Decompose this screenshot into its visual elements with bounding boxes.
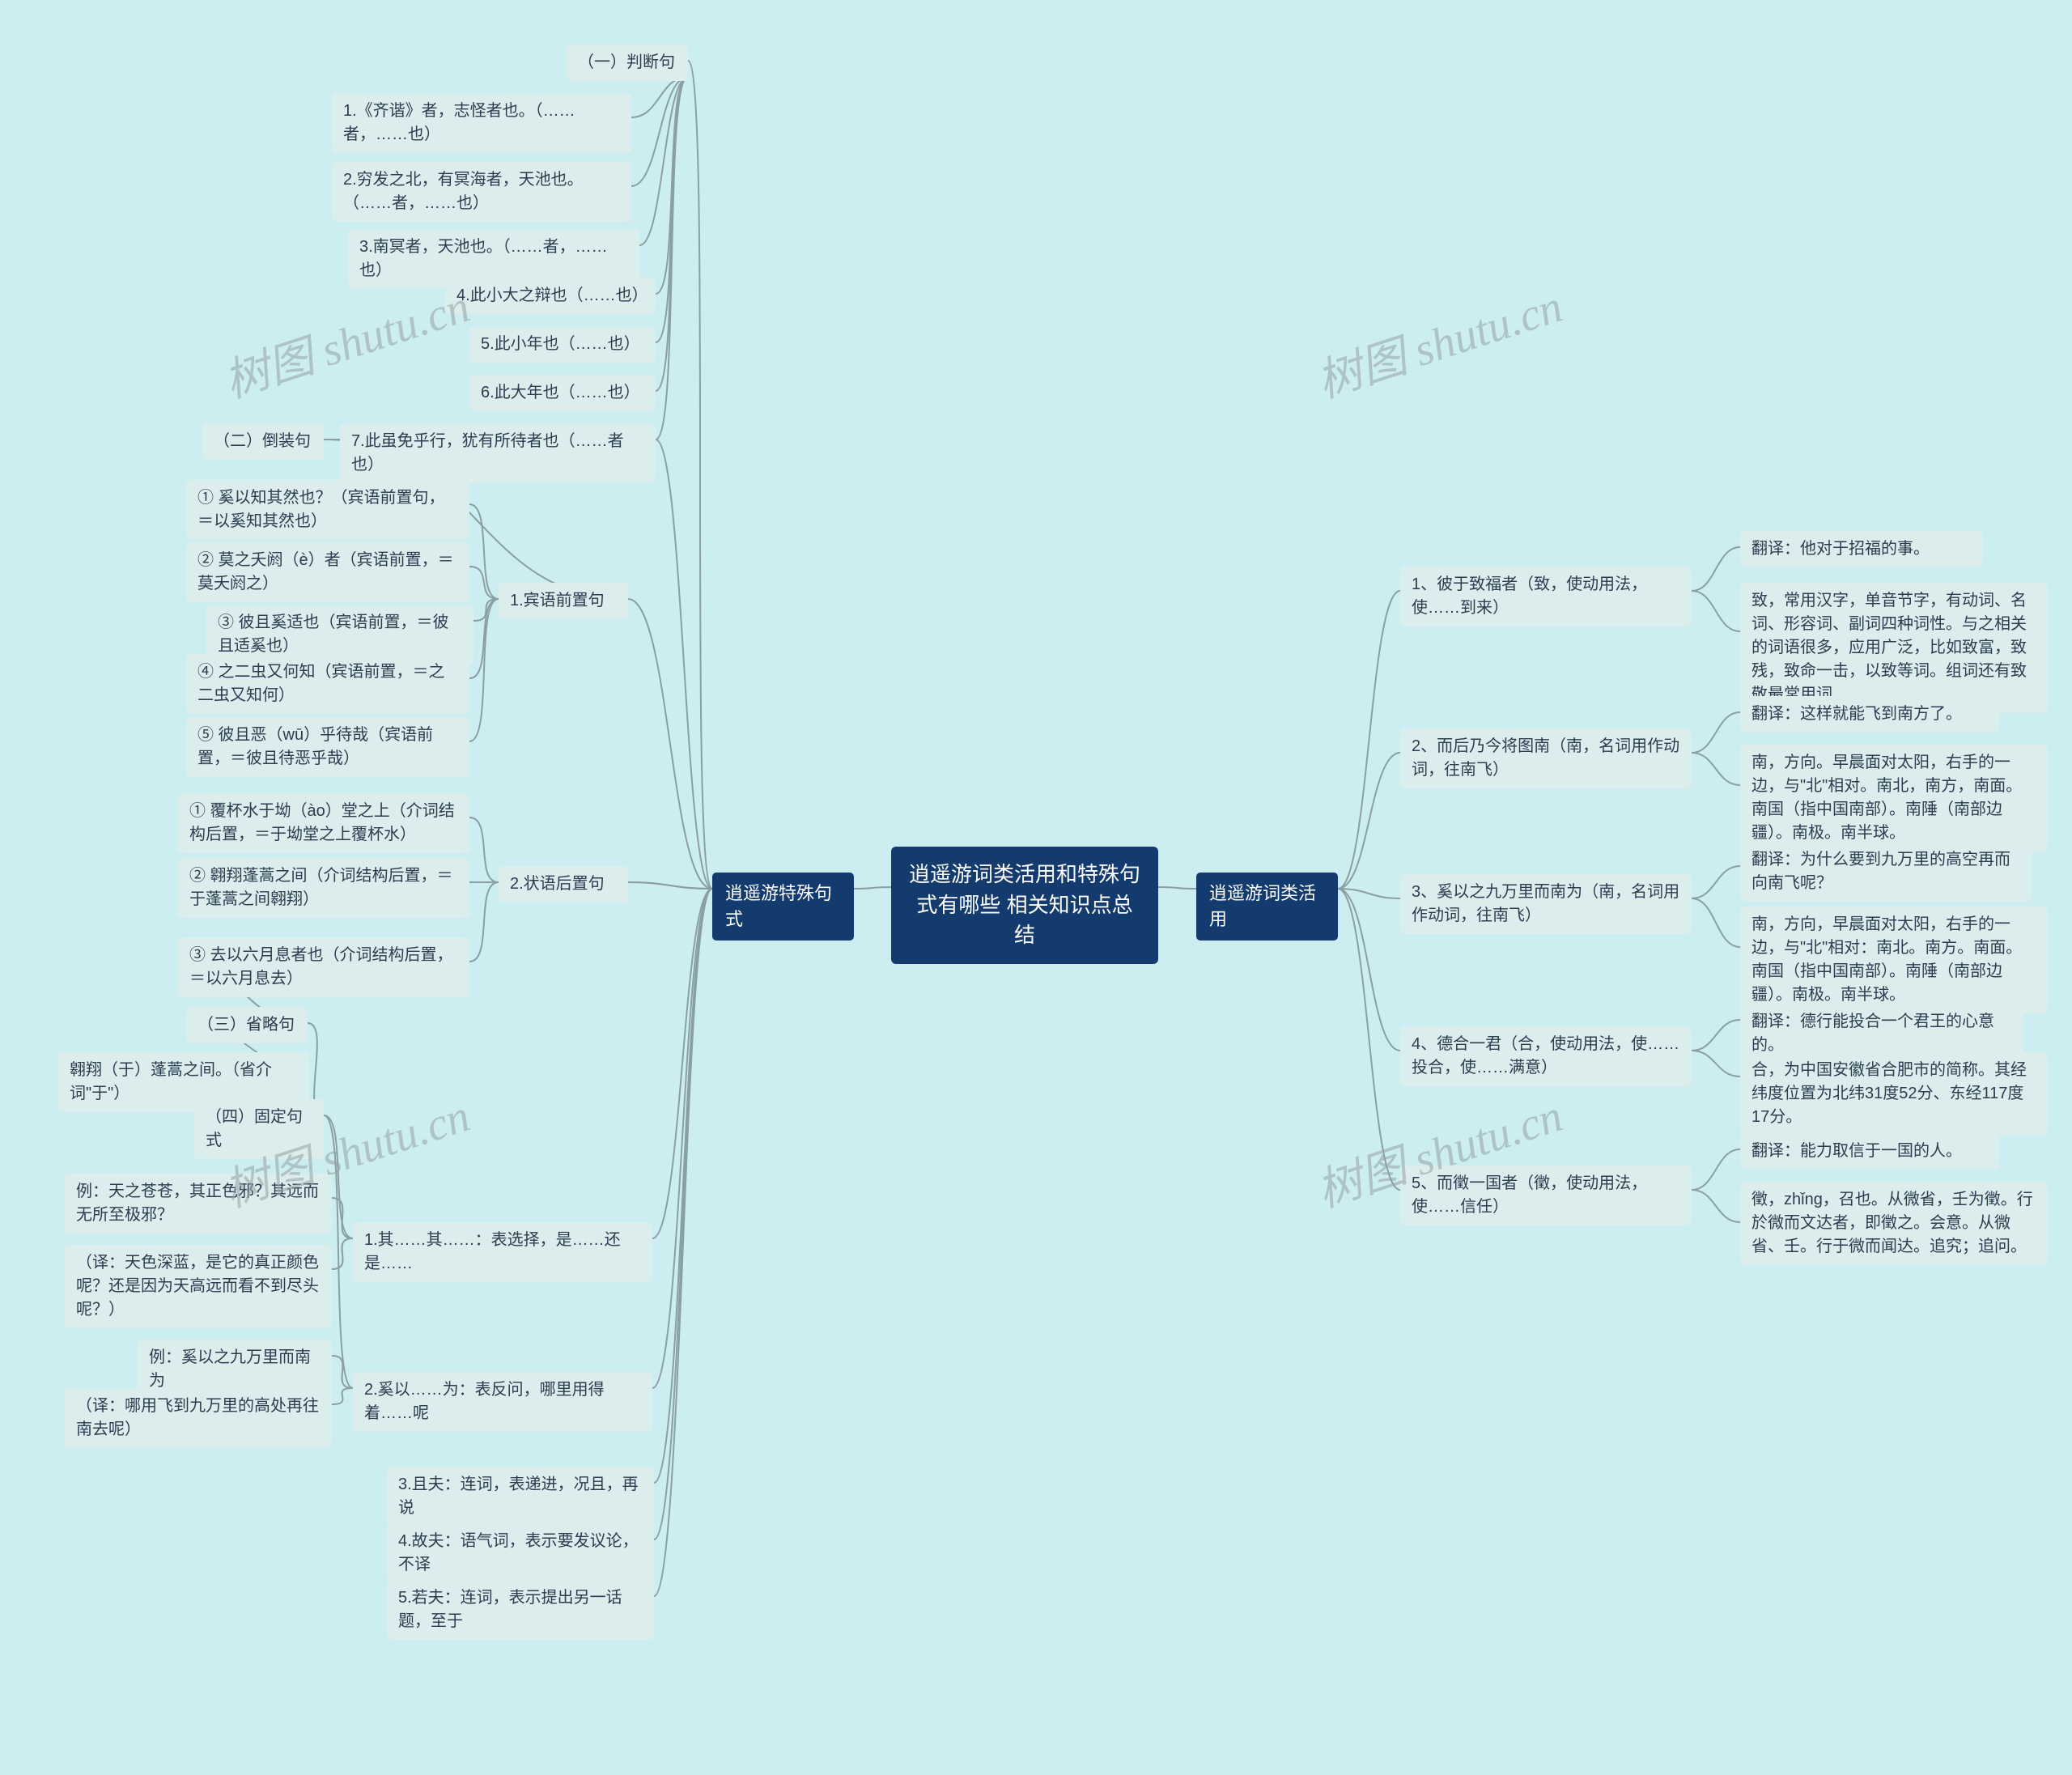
node-r2: 2、而后乃今将图南（南，名词用作动词，往南飞） [1400, 728, 1692, 788]
node-root: 逍遥游词类活用和特殊句式有哪些 相关知识点总结 [891, 847, 1158, 964]
node-s1-5: 5.此小年也（……也） [469, 326, 656, 363]
node-l1-right: 逍遥游词类活用 [1196, 873, 1338, 941]
node-s1: （一）判断句 [567, 45, 688, 81]
node-s4-1a: 例：天之苍苍，其正色邪？其远而无所至极邪？ [65, 1174, 332, 1234]
node-r4: 4、德合一君（合，使动用法，使……投合，使……满意） [1400, 1026, 1692, 1086]
node-l1-left: 逍遥游特殊句式 [712, 873, 854, 941]
node-s1-6: 6.此大年也（……也） [469, 375, 656, 411]
node-r1: 1、彼于致福者（致，使动用法，使……到来） [1400, 567, 1692, 626]
node-s1-1: 1.《齐谐》者，志怪者也。（……者，……也） [332, 93, 631, 153]
watermark-0: 树图 shutu.cn [214, 270, 477, 410]
node-s2-1e: ⑤ 彼且恶（wū）乎待哉（宾语前置，＝彼且待恶乎哉） [186, 717, 469, 777]
node-s4-2b: （译：哪用飞到九万里的高处再往南去呢） [65, 1388, 332, 1448]
node-r3a: 翻译：为什么要到九万里的高空再而向南飞呢？ [1740, 842, 2032, 902]
node-s4-4: 4.故夫：语气词，表示要发议论，不译 [387, 1523, 654, 1583]
node-r5b: 徵，zhǐng，召也。从微省，壬为徵。行於微而文达者，即徵之。会意。从微省、壬。… [1740, 1182, 2048, 1265]
node-s4-3: 3.且夫：连词，表递进，况且，再说 [387, 1467, 654, 1527]
node-r3b: 南，方向，早晨面对太阳，右手的一边，与"北"相对：南北。南方。南面。南国（指中国… [1740, 907, 2048, 1013]
node-s2-2: 2.状语后置句 [499, 866, 628, 902]
node-s2-2b: ② 翱翔蓬蒿之间（介词结构后置，＝于蓬蒿之间翱翔） [178, 858, 469, 918]
node-r1b: 致，常用汉字，单音节字，有动词、名词、形容词、副词四种词性。与之相关的词语很多，… [1740, 583, 2048, 713]
node-s4-5: 5.若夫：连词，表示提出另一话题，至于 [387, 1580, 654, 1640]
node-s1-4: 4.此小大之辩也（……也） [445, 278, 656, 314]
node-s1-2: 2.穷发之北，有冥海者，天池也。（……者，……也） [332, 162, 631, 222]
node-r5a: 翻译：能力取信于一国的人。 [1740, 1133, 1999, 1170]
node-s1-7: 7.此虽免乎行，犹有所待者也（……者也） [340, 423, 656, 483]
node-s2-2a: ① 覆杯水于坳（ào）堂之上（介词结构后置，＝于坳堂之上覆杯水） [178, 793, 469, 853]
node-s4: （四）固定句式 [194, 1099, 324, 1159]
node-s2: （二）倒装句 [202, 423, 324, 460]
node-s2-1: 1.宾语前置句 [499, 583, 628, 619]
node-s4-1b: （译：天色深蓝，是它的真正颜色呢？还是因为天高远而看不到尽头呢？） [65, 1245, 332, 1328]
node-s2-1b: ② 莫之夭阏（è）者（宾语前置，＝莫夭阏之） [186, 542, 469, 602]
node-r2b: 南，方向。早晨面对太阳，右手的一边，与"北"相对。南北，南方，南面。南国（指中国… [1740, 745, 2048, 851]
node-s2-2c: ③ 去以六月息者也（介词结构后置，＝以六月息去） [178, 937, 469, 997]
node-r4b: 合，为中国安徽省合肥市的简称。其经纬度位置为北纬31度52分、东经117度17分… [1740, 1052, 2048, 1136]
node-s4-2: 2.奚以……为：表反问，哪里用得着……呢 [353, 1372, 652, 1432]
node-s4-1: 1.其……其……：表选择，是……还是…… [353, 1222, 652, 1282]
node-s2-1a: ① 奚以知其然也？（宾语前置句，＝以奚知其然也） [186, 480, 469, 540]
node-r3: 3、奚以之九万里而南为（南，名词用作动词，往南飞） [1400, 874, 1692, 934]
node-s2-1d: ④ 之二虫又何知（宾语前置，＝之二虫又知何） [186, 654, 469, 714]
watermark-1: 树图 shutu.cn [1307, 270, 1569, 410]
node-s3: （三）省略句 [186, 1007, 308, 1043]
node-r1a: 翻译：他对于招福的事。 [1740, 531, 1983, 567]
node-r2a: 翻译：这样就能飞到南方了。 [1740, 696, 1999, 733]
node-r5: 5、而徵一国者（徵，使动用法，使……信任） [1400, 1166, 1692, 1225]
